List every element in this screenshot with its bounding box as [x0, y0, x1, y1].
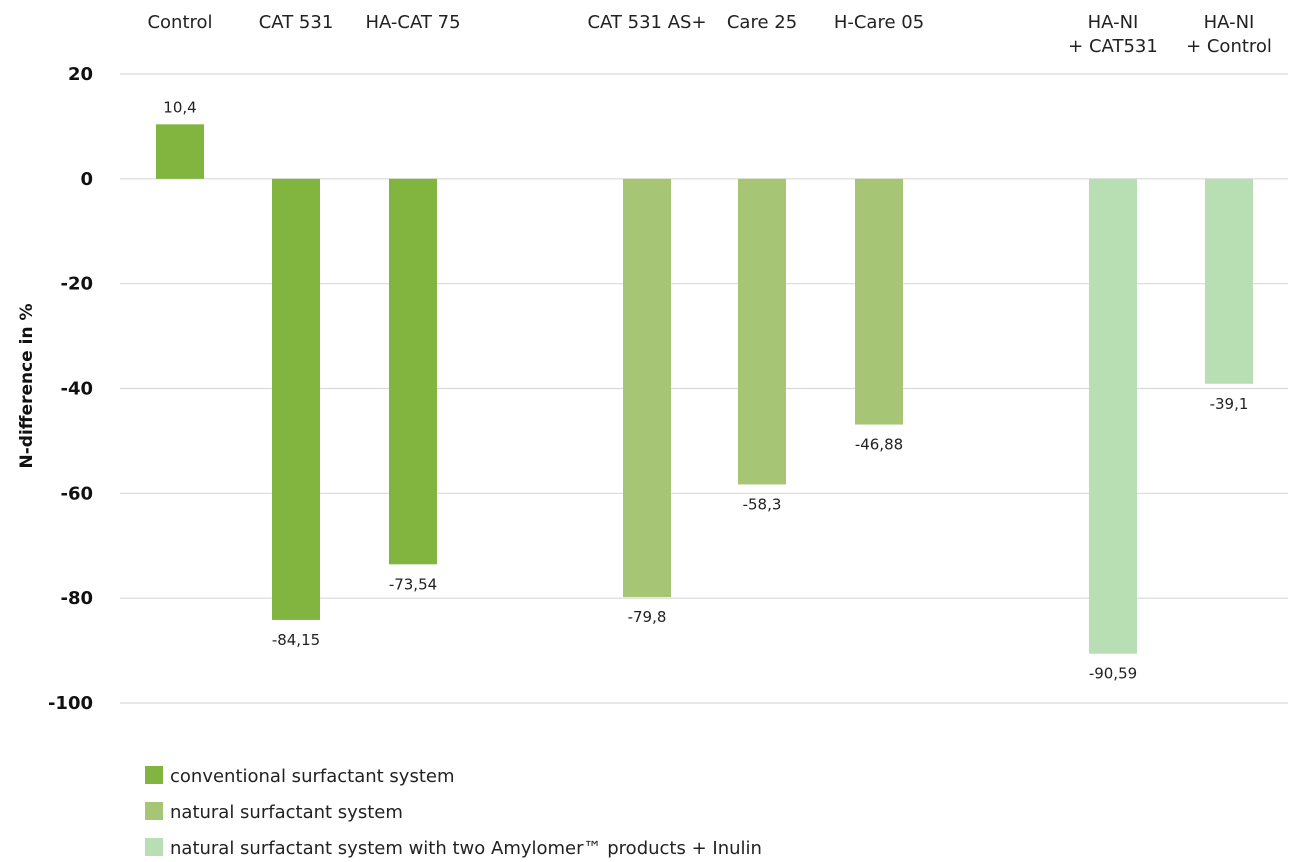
- bar: [272, 178, 320, 620]
- y-tick-label: -80: [60, 588, 93, 609]
- legend: conventional surfactant system natural su…: [145, 766, 762, 859]
- data-label: -46,88: [855, 436, 903, 454]
- category-label: CAT 531: [259, 12, 334, 33]
- data-label: -79,8: [628, 608, 667, 626]
- category-label: H-Care 05: [834, 12, 924, 33]
- category-label: Control: [147, 12, 212, 33]
- category-label: Care 25: [727, 12, 797, 33]
- legend-label: natural surfactant system: [170, 802, 403, 823]
- y-tick-label: -100: [48, 693, 93, 714]
- category-label: HA-NI: [1088, 12, 1139, 33]
- bar: [389, 178, 437, 565]
- y-axis-title: N-difference in %: [17, 303, 37, 468]
- category-label: CAT 531 AS+: [587, 12, 706, 33]
- legend-swatch: [145, 802, 163, 820]
- bar: [156, 124, 204, 179]
- bar: [1205, 178, 1253, 384]
- legend-label: conventional surfactant system: [170, 766, 454, 787]
- data-label: -39,1: [1210, 395, 1249, 413]
- category-label: HA-CAT 75: [365, 12, 460, 33]
- y-tick-label: 0: [80, 169, 93, 190]
- value-labels: 10,4 -84,15 -73,54 -79,8 -58,3 -46,88 -90,59 -3…: [163, 98, 1248, 682]
- bar: [738, 178, 786, 485]
- category-labels: Control CAT 531 HA-CAT 75 CAT 531 AS+ Care 2…: [147, 12, 1271, 57]
- category-label: + CAT531: [1068, 36, 1158, 57]
- bar: [623, 178, 671, 598]
- y-tick-label: -60: [60, 483, 93, 504]
- data-label: 10,4: [163, 98, 196, 116]
- data-label: -73,54: [389, 575, 437, 593]
- bars: [156, 124, 1253, 654]
- legend-swatch: [145, 766, 163, 784]
- data-label: -90,59: [1089, 665, 1137, 683]
- category-label: + Control: [1186, 36, 1272, 57]
- y-tick-label: -20: [60, 274, 93, 295]
- bar: [1089, 178, 1137, 654]
- data-label: -84,15: [272, 631, 320, 649]
- category-label: HA-NI: [1204, 12, 1255, 33]
- data-label: -58,3: [743, 495, 782, 513]
- y-tick-label: -40: [60, 379, 93, 400]
- y-tick-labels: 20 0 -20 -40 -60 -80 -100: [48, 64, 93, 714]
- legend-label: natural surfactant system with two Amylo…: [170, 838, 762, 859]
- legend-swatch: [145, 838, 163, 856]
- y-tick-label: 20: [68, 64, 93, 85]
- bar: [855, 178, 903, 425]
